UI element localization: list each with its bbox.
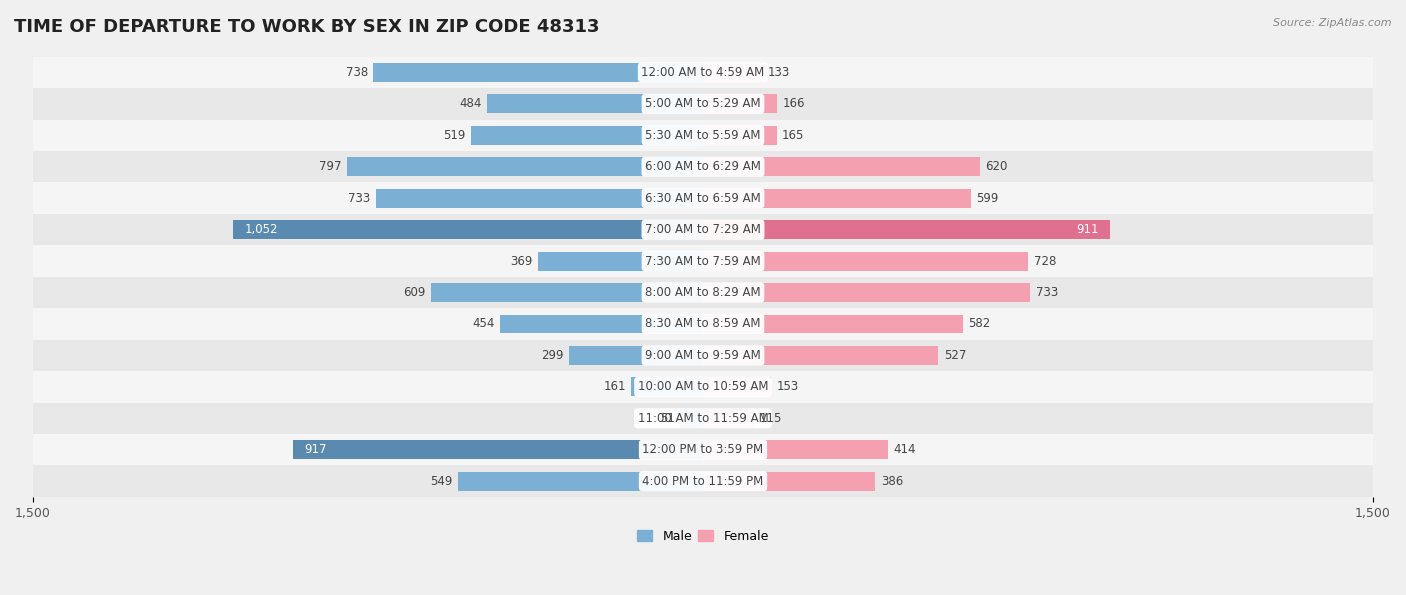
Text: 11:00 AM to 11:59 AM: 11:00 AM to 11:59 AM (638, 412, 768, 425)
Text: 609: 609 (404, 286, 426, 299)
Bar (703, 63, 762, 82)
Text: 386: 386 (880, 475, 903, 488)
Text: 582: 582 (969, 318, 991, 330)
Text: 599: 599 (976, 192, 998, 205)
Bar (432, 283, 703, 302)
Bar (458, 472, 703, 491)
Text: 299: 299 (541, 349, 564, 362)
Text: 1,052: 1,052 (245, 223, 278, 236)
Bar (501, 315, 703, 333)
Text: 911: 911 (1076, 223, 1098, 236)
Bar (233, 220, 703, 239)
Bar (32, 214, 1374, 245)
Text: 733: 733 (1036, 286, 1059, 299)
Text: 484: 484 (458, 98, 481, 110)
Text: 5:30 AM to 5:59 AM: 5:30 AM to 5:59 AM (645, 129, 761, 142)
Bar (681, 409, 703, 428)
Text: 7:30 AM to 7:59 AM: 7:30 AM to 7:59 AM (645, 255, 761, 268)
Text: Source: ZipAtlas.com: Source: ZipAtlas.com (1274, 18, 1392, 28)
Bar (703, 283, 1031, 302)
Bar (538, 252, 703, 271)
Bar (703, 346, 938, 365)
Bar (703, 377, 772, 396)
Text: 527: 527 (943, 349, 966, 362)
Bar (703, 126, 776, 145)
Bar (32, 465, 1374, 497)
Text: 733: 733 (347, 192, 370, 205)
Text: 414: 414 (893, 443, 915, 456)
Bar (471, 126, 703, 145)
Text: 4:00 PM to 11:59 PM: 4:00 PM to 11:59 PM (643, 475, 763, 488)
Bar (32, 183, 1374, 214)
Text: 8:30 AM to 8:59 AM: 8:30 AM to 8:59 AM (645, 318, 761, 330)
Text: 12:00 PM to 3:59 PM: 12:00 PM to 3:59 PM (643, 443, 763, 456)
Text: 133: 133 (768, 66, 790, 79)
Bar (32, 277, 1374, 308)
Bar (32, 88, 1374, 120)
Text: 728: 728 (1033, 255, 1056, 268)
Bar (32, 371, 1374, 403)
Legend: Male, Female: Male, Female (633, 525, 773, 548)
Text: 12:00 AM to 4:59 AM: 12:00 AM to 4:59 AM (641, 66, 765, 79)
Text: 738: 738 (346, 66, 368, 79)
Bar (294, 440, 703, 459)
Text: 166: 166 (783, 98, 806, 110)
Bar (32, 308, 1374, 340)
Text: 917: 917 (305, 443, 328, 456)
Bar (347, 157, 703, 176)
Bar (32, 434, 1374, 465)
Bar (703, 472, 876, 491)
Bar (32, 57, 1374, 88)
Text: 153: 153 (776, 380, 799, 393)
Text: 51: 51 (659, 412, 675, 425)
Text: 8:00 AM to 8:29 AM: 8:00 AM to 8:29 AM (645, 286, 761, 299)
Bar (703, 95, 778, 113)
Text: 115: 115 (759, 412, 782, 425)
Text: TIME OF DEPARTURE TO WORK BY SEX IN ZIP CODE 48313: TIME OF DEPARTURE TO WORK BY SEX IN ZIP … (14, 18, 599, 36)
Text: 620: 620 (986, 160, 1008, 173)
Text: 7:00 AM to 7:29 AM: 7:00 AM to 7:29 AM (645, 223, 761, 236)
Text: 549: 549 (430, 475, 453, 488)
Bar (703, 409, 755, 428)
Bar (486, 95, 703, 113)
Bar (375, 189, 703, 208)
Text: 797: 797 (319, 160, 342, 173)
Bar (32, 120, 1374, 151)
Text: 369: 369 (510, 255, 533, 268)
Text: 454: 454 (472, 318, 495, 330)
Bar (703, 189, 970, 208)
Bar (32, 340, 1374, 371)
Text: 6:00 AM to 6:29 AM: 6:00 AM to 6:29 AM (645, 160, 761, 173)
Text: 9:00 AM to 9:59 AM: 9:00 AM to 9:59 AM (645, 349, 761, 362)
Bar (32, 151, 1374, 183)
Bar (703, 220, 1109, 239)
Bar (703, 157, 980, 176)
Bar (703, 315, 963, 333)
Bar (32, 245, 1374, 277)
Bar (703, 440, 889, 459)
Bar (703, 252, 1028, 271)
Text: 10:00 AM to 10:59 AM: 10:00 AM to 10:59 AM (638, 380, 768, 393)
Bar (32, 403, 1374, 434)
Text: 161: 161 (603, 380, 626, 393)
Bar (374, 63, 703, 82)
Bar (569, 346, 703, 365)
Bar (631, 377, 703, 396)
Text: 6:30 AM to 6:59 AM: 6:30 AM to 6:59 AM (645, 192, 761, 205)
Text: 5:00 AM to 5:29 AM: 5:00 AM to 5:29 AM (645, 98, 761, 110)
Text: 519: 519 (443, 129, 465, 142)
Text: 165: 165 (782, 129, 804, 142)
